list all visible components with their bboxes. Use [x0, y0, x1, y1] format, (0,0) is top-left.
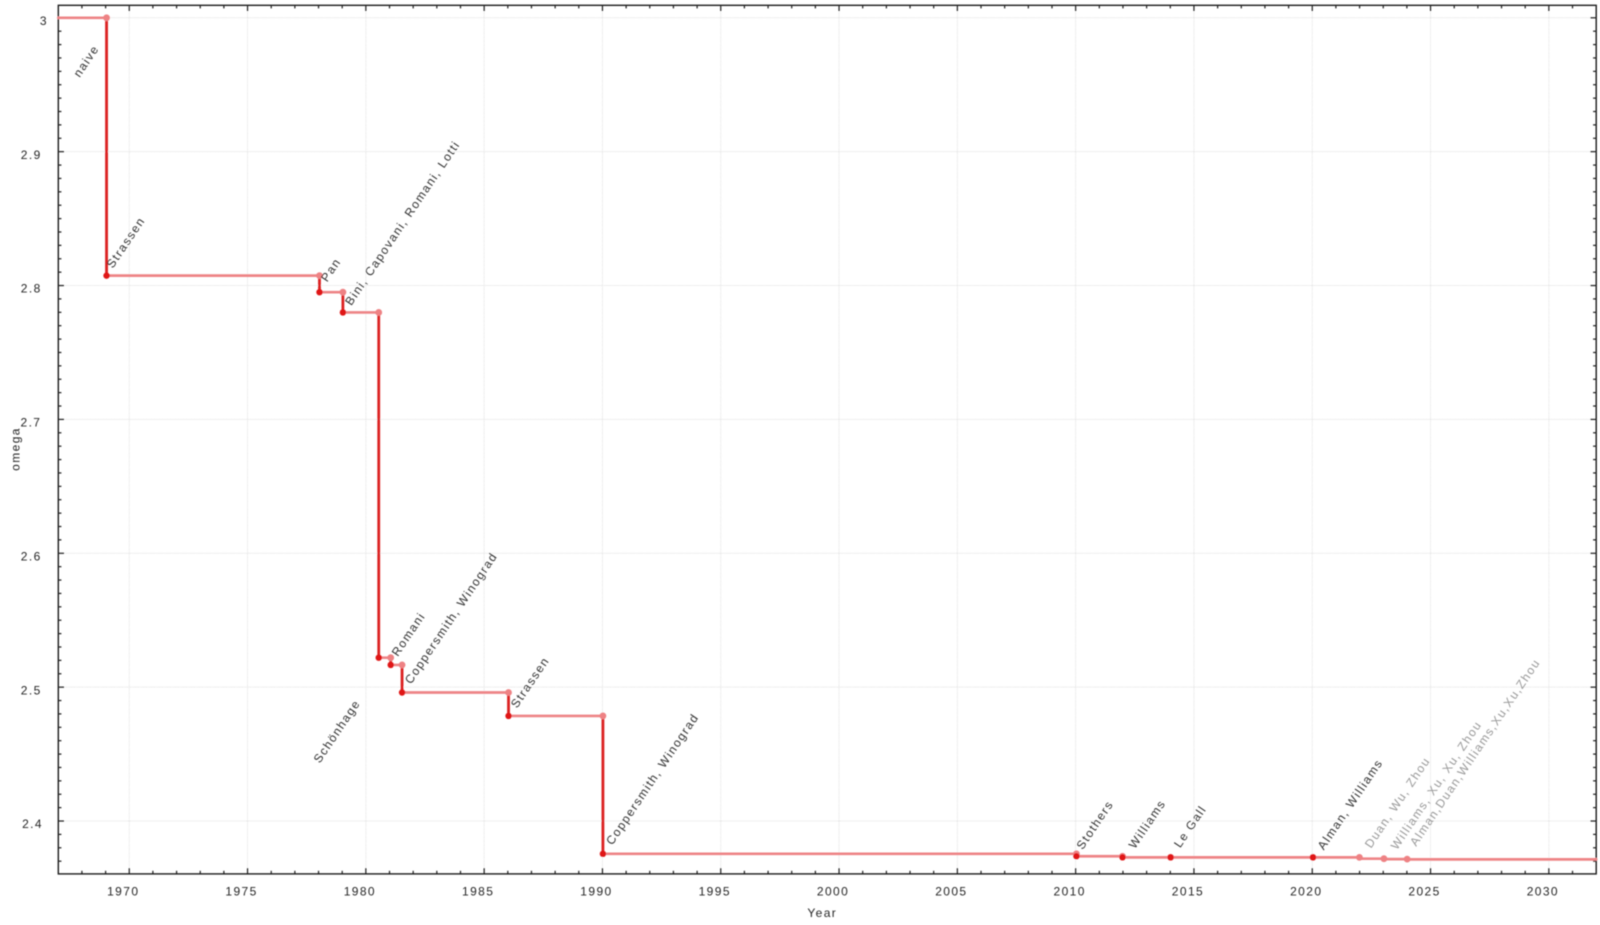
- svg-text:Year: Year: [807, 906, 837, 920]
- svg-text:2.6: 2.6: [21, 549, 42, 563]
- svg-text:1985: 1985: [462, 884, 494, 898]
- svg-text:2010: 2010: [1054, 884, 1086, 898]
- svg-text:2.5: 2.5: [21, 683, 42, 697]
- svg-text:1970: 1970: [107, 884, 139, 898]
- svg-text:2.9: 2.9: [21, 148, 42, 162]
- svg-text:1975: 1975: [225, 884, 257, 898]
- svg-text:2.8: 2.8: [21, 282, 42, 296]
- svg-text:2015: 2015: [1172, 884, 1204, 898]
- svg-text:2005: 2005: [935, 884, 967, 898]
- svg-text:1995: 1995: [699, 884, 731, 898]
- svg-text:2.7: 2.7: [21, 416, 42, 430]
- svg-text:2000: 2000: [817, 884, 849, 898]
- svg-text:2.4: 2.4: [22, 817, 43, 831]
- svg-text:2020: 2020: [1290, 884, 1322, 898]
- svg-text:omega: omega: [9, 427, 23, 471]
- svg-text:1990: 1990: [580, 884, 612, 898]
- svg-text:1980: 1980: [344, 884, 376, 898]
- svg-text:3: 3: [40, 14, 48, 28]
- svg-text:2025: 2025: [1408, 884, 1440, 898]
- svg-text:2030: 2030: [1527, 884, 1559, 898]
